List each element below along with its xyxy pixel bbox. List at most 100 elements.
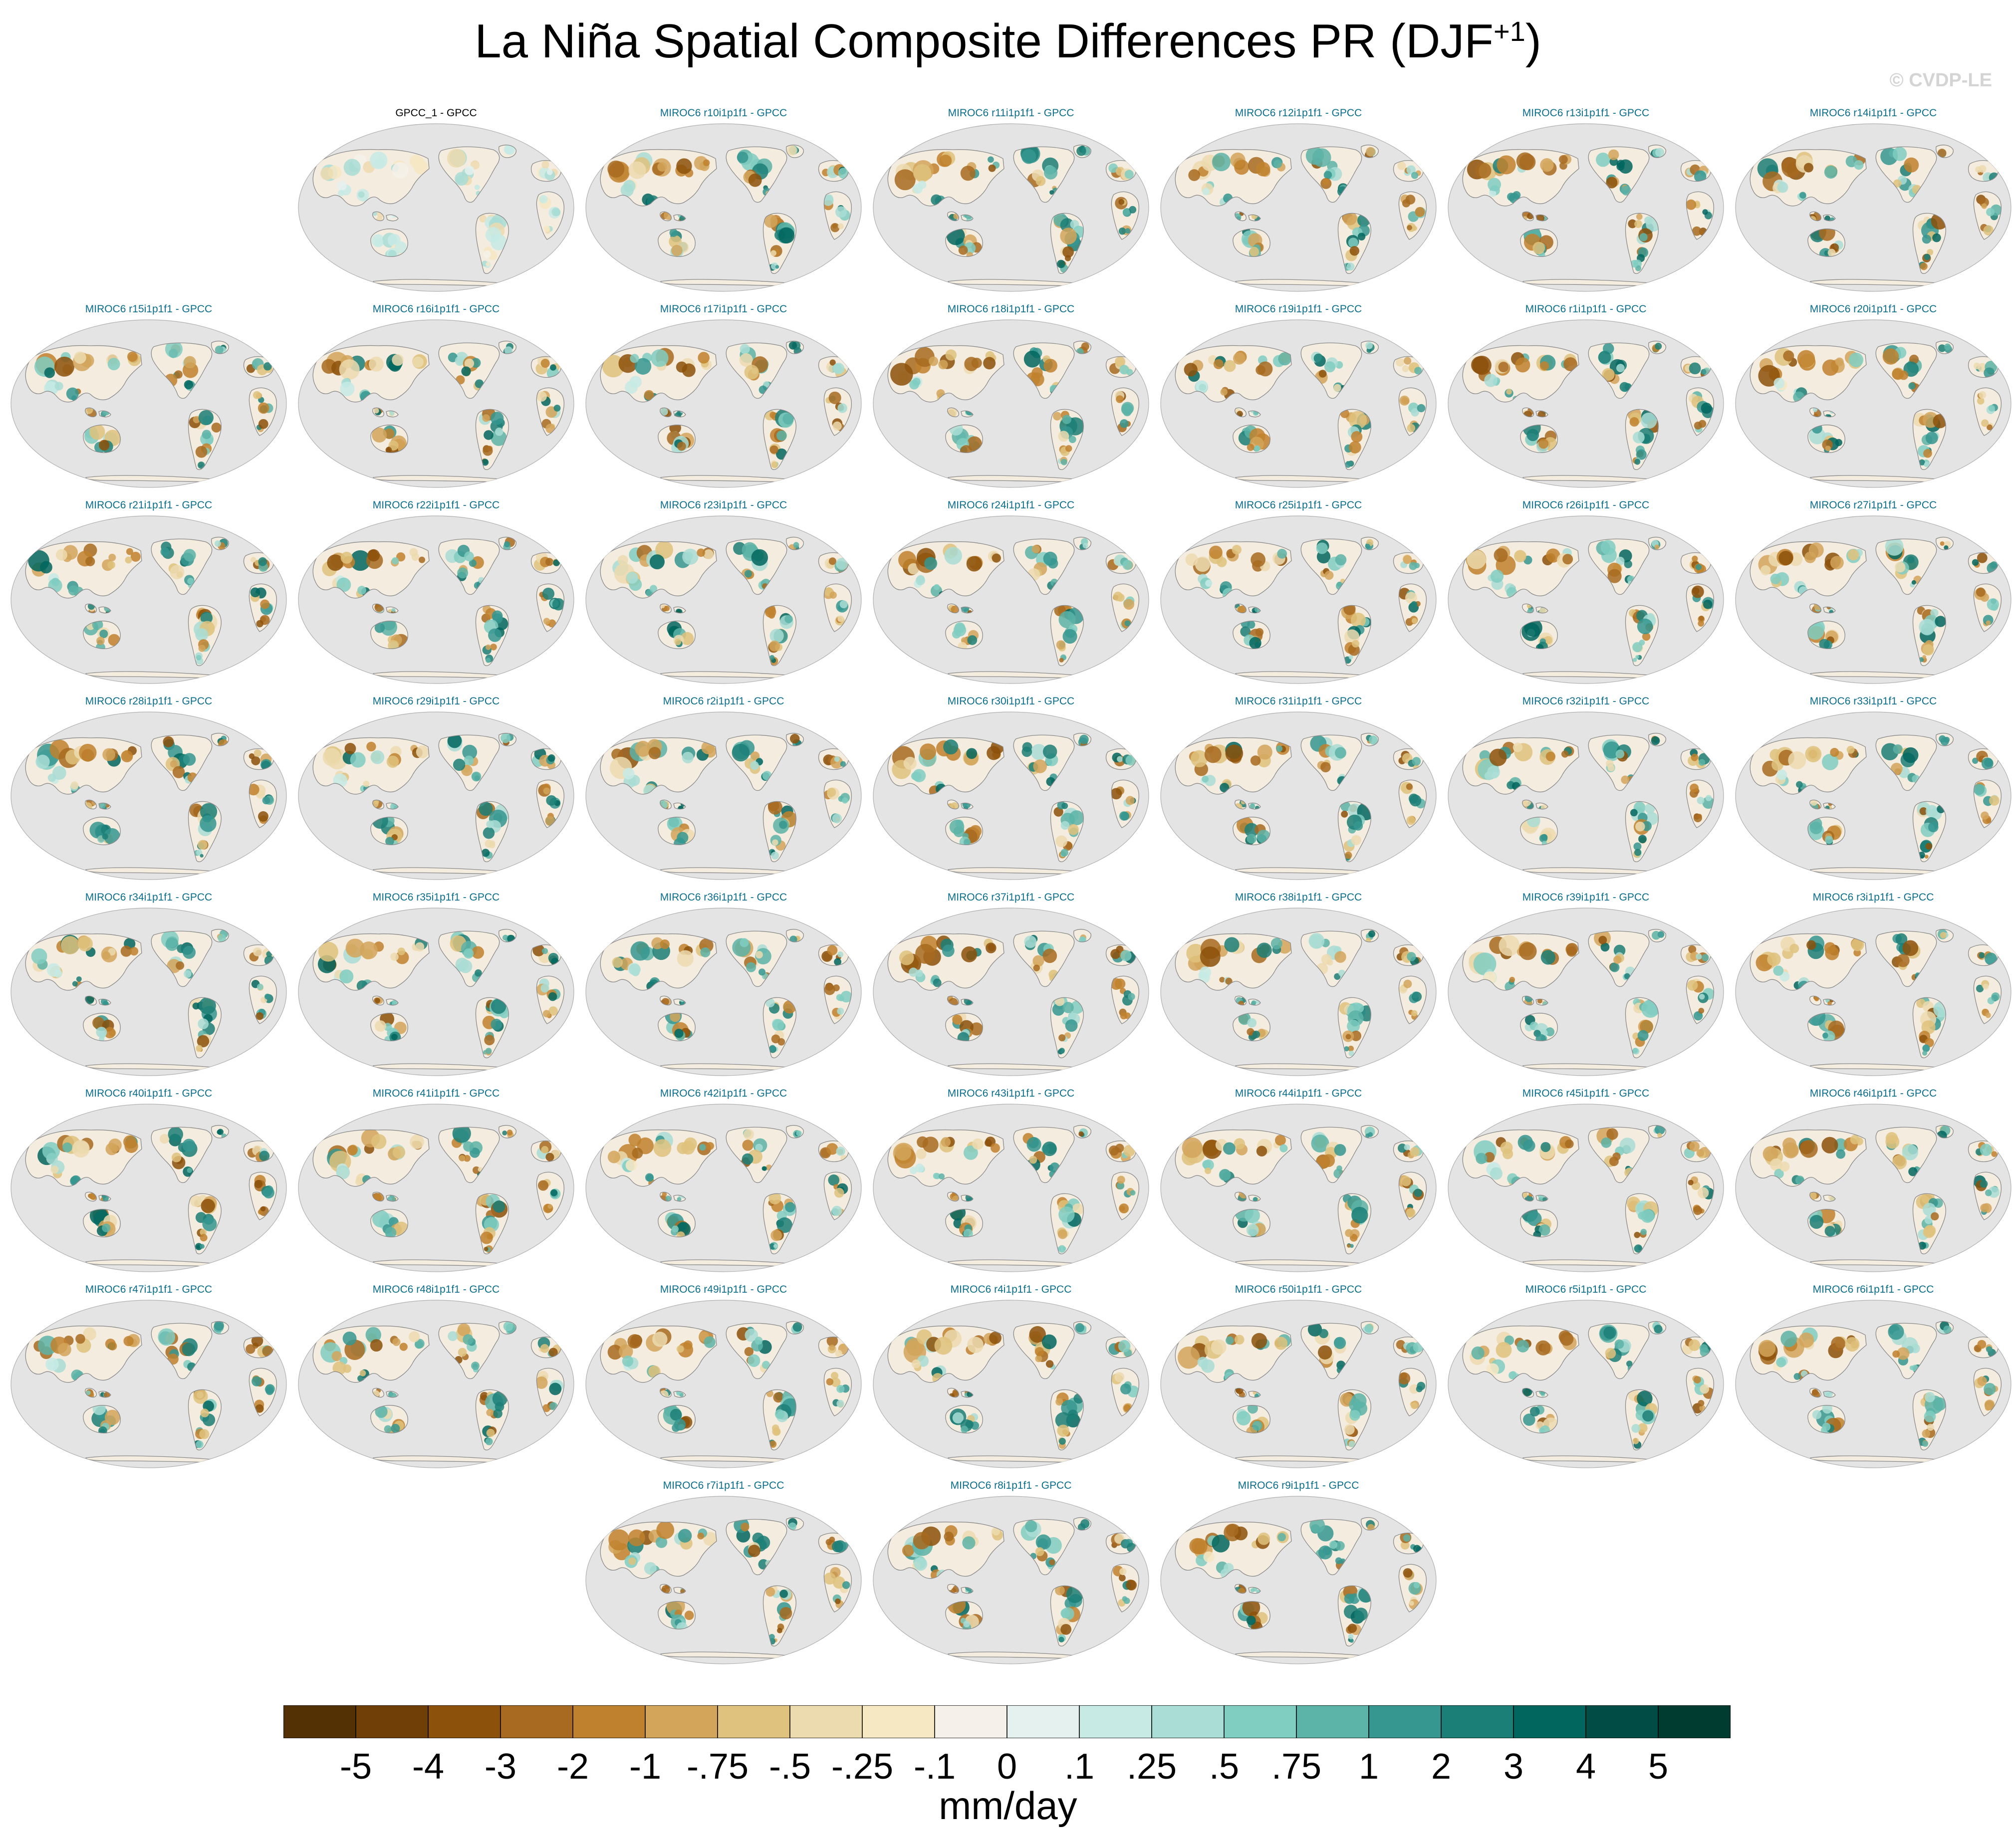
world-map — [585, 908, 862, 1076]
coastline-samerica — [475, 801, 509, 862]
world-map — [873, 1104, 1149, 1272]
panel-title: MIROC6 r3i1p1f1 - GPCC — [1812, 892, 1934, 903]
coastline-australia — [1233, 229, 1270, 257]
panel-title: MIROC6 r27i1p1f1 - GPCC — [1809, 499, 1937, 511]
colorbar-tick-label: -.5 — [768, 1747, 811, 1787]
coastline-asia — [887, 1521, 1005, 1579]
map-panel: MIROC6 r22i1p1f1 - GPCC — [292, 498, 580, 693]
coastline-greenland — [1361, 732, 1379, 746]
colorbar-units: mm/day — [939, 1784, 1077, 1828]
colorbar-tick-label: -.1 — [913, 1747, 956, 1787]
world-map — [298, 711, 574, 880]
coastline-asia — [312, 541, 430, 599]
coastline-greenland — [1936, 928, 1954, 942]
panel-title: MIROC6 r25i1p1f1 - GPCC — [1235, 499, 1362, 511]
globe-ocean — [873, 1496, 1149, 1664]
coastline-australia — [83, 1013, 121, 1042]
panel-title: MIROC6 r13i1p1f1 - GPCC — [1522, 107, 1650, 119]
coastline-africa — [249, 779, 277, 828]
panel-title: MIROC6 r38i1p1f1 - GPCC — [1235, 892, 1362, 903]
coastline-africa — [1973, 1171, 2002, 1220]
globe-ocean — [873, 1300, 1149, 1468]
coastline-namerica — [151, 342, 213, 399]
coastline-namerica — [438, 930, 500, 987]
world-map — [10, 1300, 287, 1468]
coastline-samerica — [188, 1193, 222, 1254]
world-map — [873, 908, 1149, 1076]
coastline-maritime — [85, 799, 111, 810]
coastline-africa — [823, 975, 852, 1024]
panel-title: MIROC6 r17i1p1f1 - GPCC — [660, 303, 787, 315]
coastline-greenland — [211, 340, 229, 354]
panel-title: MIROC6 r33i1p1f1 - GPCC — [1809, 695, 1937, 707]
globe-ocean — [10, 1300, 287, 1468]
figure-title: La Niña Spatial Composite Differences PR… — [0, 14, 2016, 69]
coastline-maritime — [1235, 211, 1261, 222]
map-panel: MIROC6 r17i1p1f1 - GPCC — [580, 302, 867, 497]
coastline-maritime — [1809, 603, 1836, 614]
coastline-maritime — [372, 1191, 399, 1202]
coastline-namerica — [1875, 734, 1937, 791]
coastline-maritime — [1235, 995, 1261, 1006]
coastline-australia — [658, 1013, 696, 1042]
coastline-australia — [1807, 1405, 1845, 1434]
panel-title: MIROC6 r22i1p1f1 - GPCC — [372, 499, 500, 511]
coastline-africa — [1973, 779, 2002, 828]
world-map — [1160, 711, 1437, 880]
coastline-africa — [823, 1171, 852, 1220]
globe-ocean — [1160, 1496, 1437, 1664]
panel-title: MIROC6 r16i1p1f1 - GPCC — [372, 303, 500, 315]
globe-ocean — [1448, 319, 1724, 488]
coastline-greenland — [499, 144, 516, 158]
coastline-africa — [249, 1368, 277, 1416]
globe-ocean — [1448, 908, 1724, 1076]
coastline-greenland — [499, 1321, 516, 1335]
map-panel: MIROC6 r10i1p1f1 - GPCC — [580, 106, 867, 301]
globe-ocean — [1735, 123, 2012, 292]
globe-ocean — [1160, 908, 1437, 1076]
coastline-australia — [1233, 817, 1270, 846]
globe-ocean — [1448, 1104, 1724, 1272]
world-map — [1160, 1496, 1437, 1664]
coastline-greenland — [1936, 144, 1954, 158]
coastline-asia — [600, 1129, 717, 1187]
coastline-maritime — [947, 603, 974, 614]
coastline-namerica — [438, 342, 500, 399]
world-map — [873, 1300, 1149, 1468]
panel-title: MIROC6 r5i1p1f1 - GPCC — [1525, 1284, 1647, 1295]
coastline-africa — [536, 191, 565, 240]
coastline-namerica — [1013, 1127, 1075, 1183]
coastline-greenland — [499, 340, 516, 354]
coastline-namerica — [1300, 146, 1362, 203]
coastline-maritime — [372, 1387, 399, 1398]
coastline-africa — [536, 779, 565, 828]
globe-ocean — [585, 1104, 862, 1272]
coastline-samerica — [188, 605, 222, 666]
coastline-greenland — [786, 1321, 804, 1335]
coastline-namerica — [726, 1127, 787, 1183]
coastline-africa — [536, 387, 565, 436]
coastline-greenland — [1936, 1321, 1954, 1335]
coastline-namerica — [1013, 342, 1075, 399]
colorbar-tick-label: 2 — [1431, 1747, 1452, 1787]
coastline-samerica — [1337, 605, 1371, 666]
coastline-greenland — [1936, 1125, 1954, 1139]
coastline-asia — [312, 1325, 430, 1383]
coastline-samerica — [1912, 213, 1946, 274]
globe-ocean — [585, 711, 862, 880]
map-panel: MIROC6 r36i1p1f1 - GPCC — [580, 890, 867, 1086]
coastline-australia — [83, 425, 121, 454]
globe-ocean — [10, 1104, 287, 1272]
coastline-samerica — [475, 605, 509, 666]
coastline-namerica — [1875, 1127, 1937, 1183]
coastline-namerica — [1300, 1323, 1362, 1380]
coastline-africa — [1398, 387, 1427, 436]
coastline-greenland — [1648, 144, 1666, 158]
coastline-asia — [1750, 1129, 1867, 1187]
colorbar-segment — [1151, 1705, 1225, 1738]
panel-title: MIROC6 r12i1p1f1 - GPCC — [1235, 107, 1362, 119]
coastline-australia — [370, 1209, 408, 1238]
coastline-samerica — [1912, 1193, 1946, 1254]
globe-ocean — [1160, 515, 1437, 684]
coastline-namerica — [151, 734, 213, 791]
